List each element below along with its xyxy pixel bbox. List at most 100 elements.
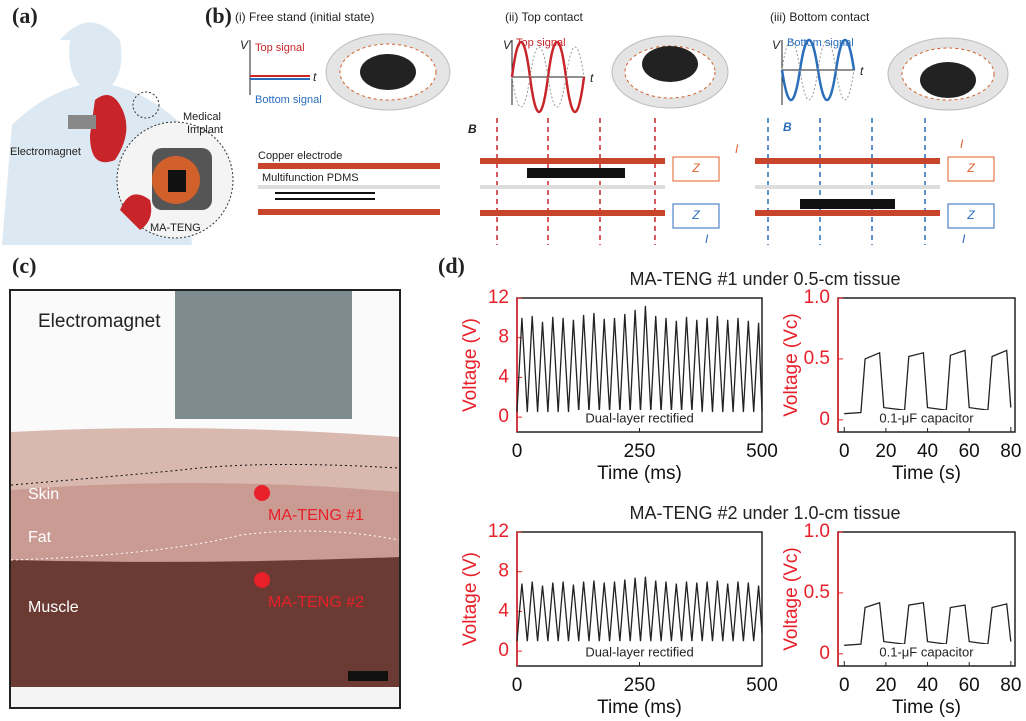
panel-label: (b) [205,3,232,28]
muscle-layer [11,557,399,687]
load-label: Z [691,208,700,222]
x-tick-label: 0 [512,441,523,462]
electrode [755,158,940,164]
x-tick-label: 60 [959,441,980,462]
magnet [800,199,895,209]
panel-label: (a) [12,3,38,28]
axis-label: t [590,71,594,85]
label: Fat [28,529,52,546]
field-lines [497,118,655,245]
y-tick-label: 4 [498,366,509,387]
scale-bar [348,671,388,681]
electrode [480,210,665,216]
x-tick-label: 500 [746,675,778,696]
field-label: B [783,120,792,134]
background [11,687,399,707]
device-top-view [326,34,1008,110]
y-axis-label: Voltage (Vc) [781,547,802,651]
y-tick-label: 8 [498,561,509,582]
y-tick-label: 0 [819,409,830,430]
label: Implant [187,124,223,136]
x-tick-label: 250 [624,441,656,462]
electrode [480,158,665,164]
label: Muscle [28,599,79,616]
label: Copper electrode [258,150,342,162]
axis-label: t [313,70,317,84]
x-tick-label: 0 [512,675,523,696]
skin-layer [11,428,399,492]
x-tick-label: 0 [839,675,850,696]
current-label: I [705,232,709,246]
chart-group-title: MA-TENG #1 under 0.5-cm tissue [629,269,900,289]
x-axis-label: Time (ms) [597,463,682,484]
label: MA-TENG [150,222,201,234]
x-axis-label: Time (s) [892,463,961,484]
x-tick-label: 80 [1000,675,1021,696]
y-axis-label: Voltage (Vc) [781,313,802,417]
annotation: 0.1-μF capacitor [879,644,974,659]
signal-label: Top signal [255,42,305,54]
annotation: Dual-layer rectified [585,410,693,425]
figure: (a) Electromagnet Medical Implant MA-TEN… [0,0,1026,721]
panel-a: (a) Electromagnet Medical Implant MA-TEN… [2,3,233,245]
state-title: (iii) Bottom contact [770,10,870,24]
panel-label: (d) [438,253,465,278]
signal-label: Top signal [516,37,566,49]
x-axis-label: Time (s) [892,697,961,718]
y-tick-label: 4 [498,600,509,621]
annotation: 0.1-μF capacitor [879,410,974,425]
x-tick-label: 80 [1000,441,1021,462]
state-title: (ii) Top contact [505,10,583,24]
load-label: Z [966,161,975,175]
electromagnet-icon [68,115,96,129]
y-axis-label: Voltage (V) [460,318,481,412]
x-tick-label: 40 [917,675,938,696]
y-tick-label: 8 [498,327,509,348]
label: Medical [183,111,221,123]
x-tick-label: 20 [875,675,896,696]
x-tick-label: 500 [746,441,778,462]
axis-label: V [503,38,512,52]
current-label: I [960,137,964,151]
magnet [168,170,186,192]
axis-label: V [240,38,249,52]
label: Electromagnet [10,146,81,158]
current-label: I [962,232,966,246]
annotation: Dual-layer rectified [585,644,693,659]
current-label: I [735,142,739,156]
pdms [258,185,440,189]
magnet [527,168,625,178]
device-marker [254,572,270,588]
x-tick-label: 20 [875,441,896,462]
electrode [258,163,440,169]
electromagnet-photo [175,291,352,419]
electrode [755,210,940,216]
signal-label: Bottom signal [787,37,854,49]
y-tick-label: 0.5 [804,582,830,603]
axis-label: t [860,64,864,78]
panel-b: (b) (i) Free stand (initial state) (ii) … [205,3,1008,246]
label: Skin [28,486,59,503]
y-axis-label: Voltage (V) [460,552,481,646]
y-tick-label: 1.0 [804,521,830,542]
pdms [755,185,940,189]
signal-label: Bottom signal [255,94,322,106]
field-lines [768,118,925,245]
y-tick-label: 0.5 [804,348,830,369]
x-tick-label: 0 [839,441,850,462]
device-marker [254,485,270,501]
label: Multifunction PDMS [262,172,359,184]
panel-label: (c) [12,253,36,278]
x-tick-label: 250 [624,675,656,696]
y-tick-label: 0 [498,640,509,661]
y-tick-label: 1.0 [804,287,830,308]
load-label: Z [691,161,700,175]
chart-group-title: MA-TENG #2 under 1.0-cm tissue [629,503,900,523]
y-tick-label: 0 [819,643,830,664]
panel-c: (c) Electromagnet Skin Fat Muscle MA-TEN… [10,253,400,708]
label: MA-TENG #2 [268,594,364,611]
pdms [480,185,665,189]
label: MA-TENG #1 [268,507,364,524]
y-tick-label: 12 [488,287,509,308]
y-tick-label: 0 [498,406,509,427]
